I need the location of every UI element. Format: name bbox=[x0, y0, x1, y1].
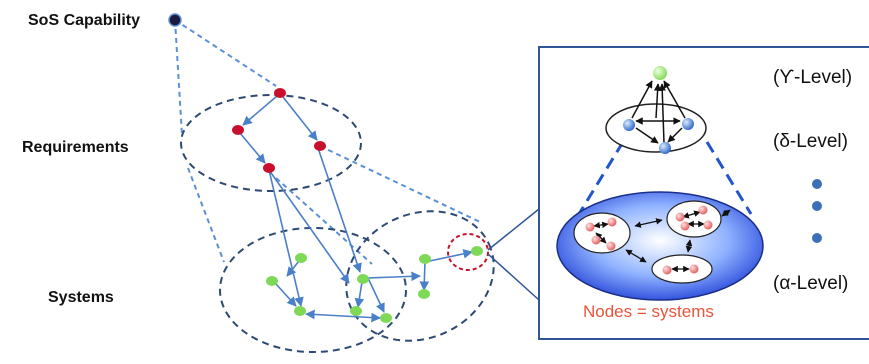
capability-node bbox=[168, 13, 182, 27]
highlighted-system-circle bbox=[447, 233, 489, 271]
alpha-nodes bbox=[585, 205, 713, 275]
system-node bbox=[418, 289, 430, 299]
delta-node bbox=[659, 142, 671, 154]
system-node bbox=[294, 306, 306, 316]
requirements-to-systems-connectors bbox=[187, 145, 481, 265]
alpha-cluster bbox=[573, 212, 631, 254]
alpha-node bbox=[675, 212, 685, 222]
sos-capability-label: SoS Capability bbox=[28, 12, 140, 29]
alpha-level-label: (α-Level) bbox=[773, 273, 848, 294]
capability-connectors bbox=[174, 19, 277, 136]
requirement-node bbox=[263, 163, 275, 173]
level-dot bbox=[812, 179, 822, 189]
alpha-node bbox=[662, 265, 672, 275]
system-node bbox=[350, 306, 362, 316]
upsilon-node bbox=[653, 66, 667, 80]
alpha-node bbox=[703, 220, 713, 230]
level-ellipsis-dots bbox=[812, 179, 822, 243]
system-node bbox=[380, 313, 392, 323]
requirements-ellipse bbox=[180, 94, 362, 192]
upsilon-links bbox=[631, 80, 686, 144]
system-links bbox=[275, 249, 473, 323]
upsilon-level-label: (ϒ-Level) bbox=[773, 67, 852, 88]
alpha-links bbox=[593, 209, 731, 273]
level-dot bbox=[812, 201, 822, 211]
systems-label: Systems bbox=[48, 289, 114, 306]
alpha-node bbox=[591, 235, 601, 245]
inset-caption: Nodes = systems bbox=[583, 302, 714, 321]
requirement-node bbox=[314, 141, 326, 151]
alpha-node bbox=[606, 241, 616, 251]
requirement-node bbox=[274, 88, 286, 98]
system-nodes bbox=[266, 246, 483, 323]
alpha-cluster bbox=[666, 200, 722, 238]
zoom-line-left bbox=[577, 141, 625, 215]
alpha-node bbox=[698, 205, 708, 215]
system-node bbox=[471, 246, 483, 256]
requirement-node bbox=[232, 125, 244, 135]
level-dot bbox=[812, 233, 822, 243]
delta-node bbox=[682, 118, 694, 130]
requirements-label: Requirements bbox=[22, 139, 129, 156]
system-node bbox=[295, 253, 307, 263]
requirement-links bbox=[239, 95, 362, 307]
systems-ellipse-left bbox=[219, 227, 407, 353]
requirement-nodes bbox=[232, 88, 326, 173]
system-node bbox=[266, 276, 278, 286]
systems-ellipse-right bbox=[345, 210, 495, 342]
system-node bbox=[357, 274, 369, 284]
delta-level-ellipse bbox=[605, 103, 707, 153]
alpha-node bbox=[607, 217, 617, 227]
system-node bbox=[419, 254, 431, 264]
alpha-node bbox=[585, 222, 595, 232]
delta-level-label: (δ-Level) bbox=[773, 131, 848, 152]
delta-node bbox=[623, 119, 635, 131]
alpha-node bbox=[689, 264, 699, 274]
zoom-line-right bbox=[705, 141, 753, 215]
callout-lines bbox=[487, 208, 540, 301]
alpha-node bbox=[680, 221, 690, 231]
